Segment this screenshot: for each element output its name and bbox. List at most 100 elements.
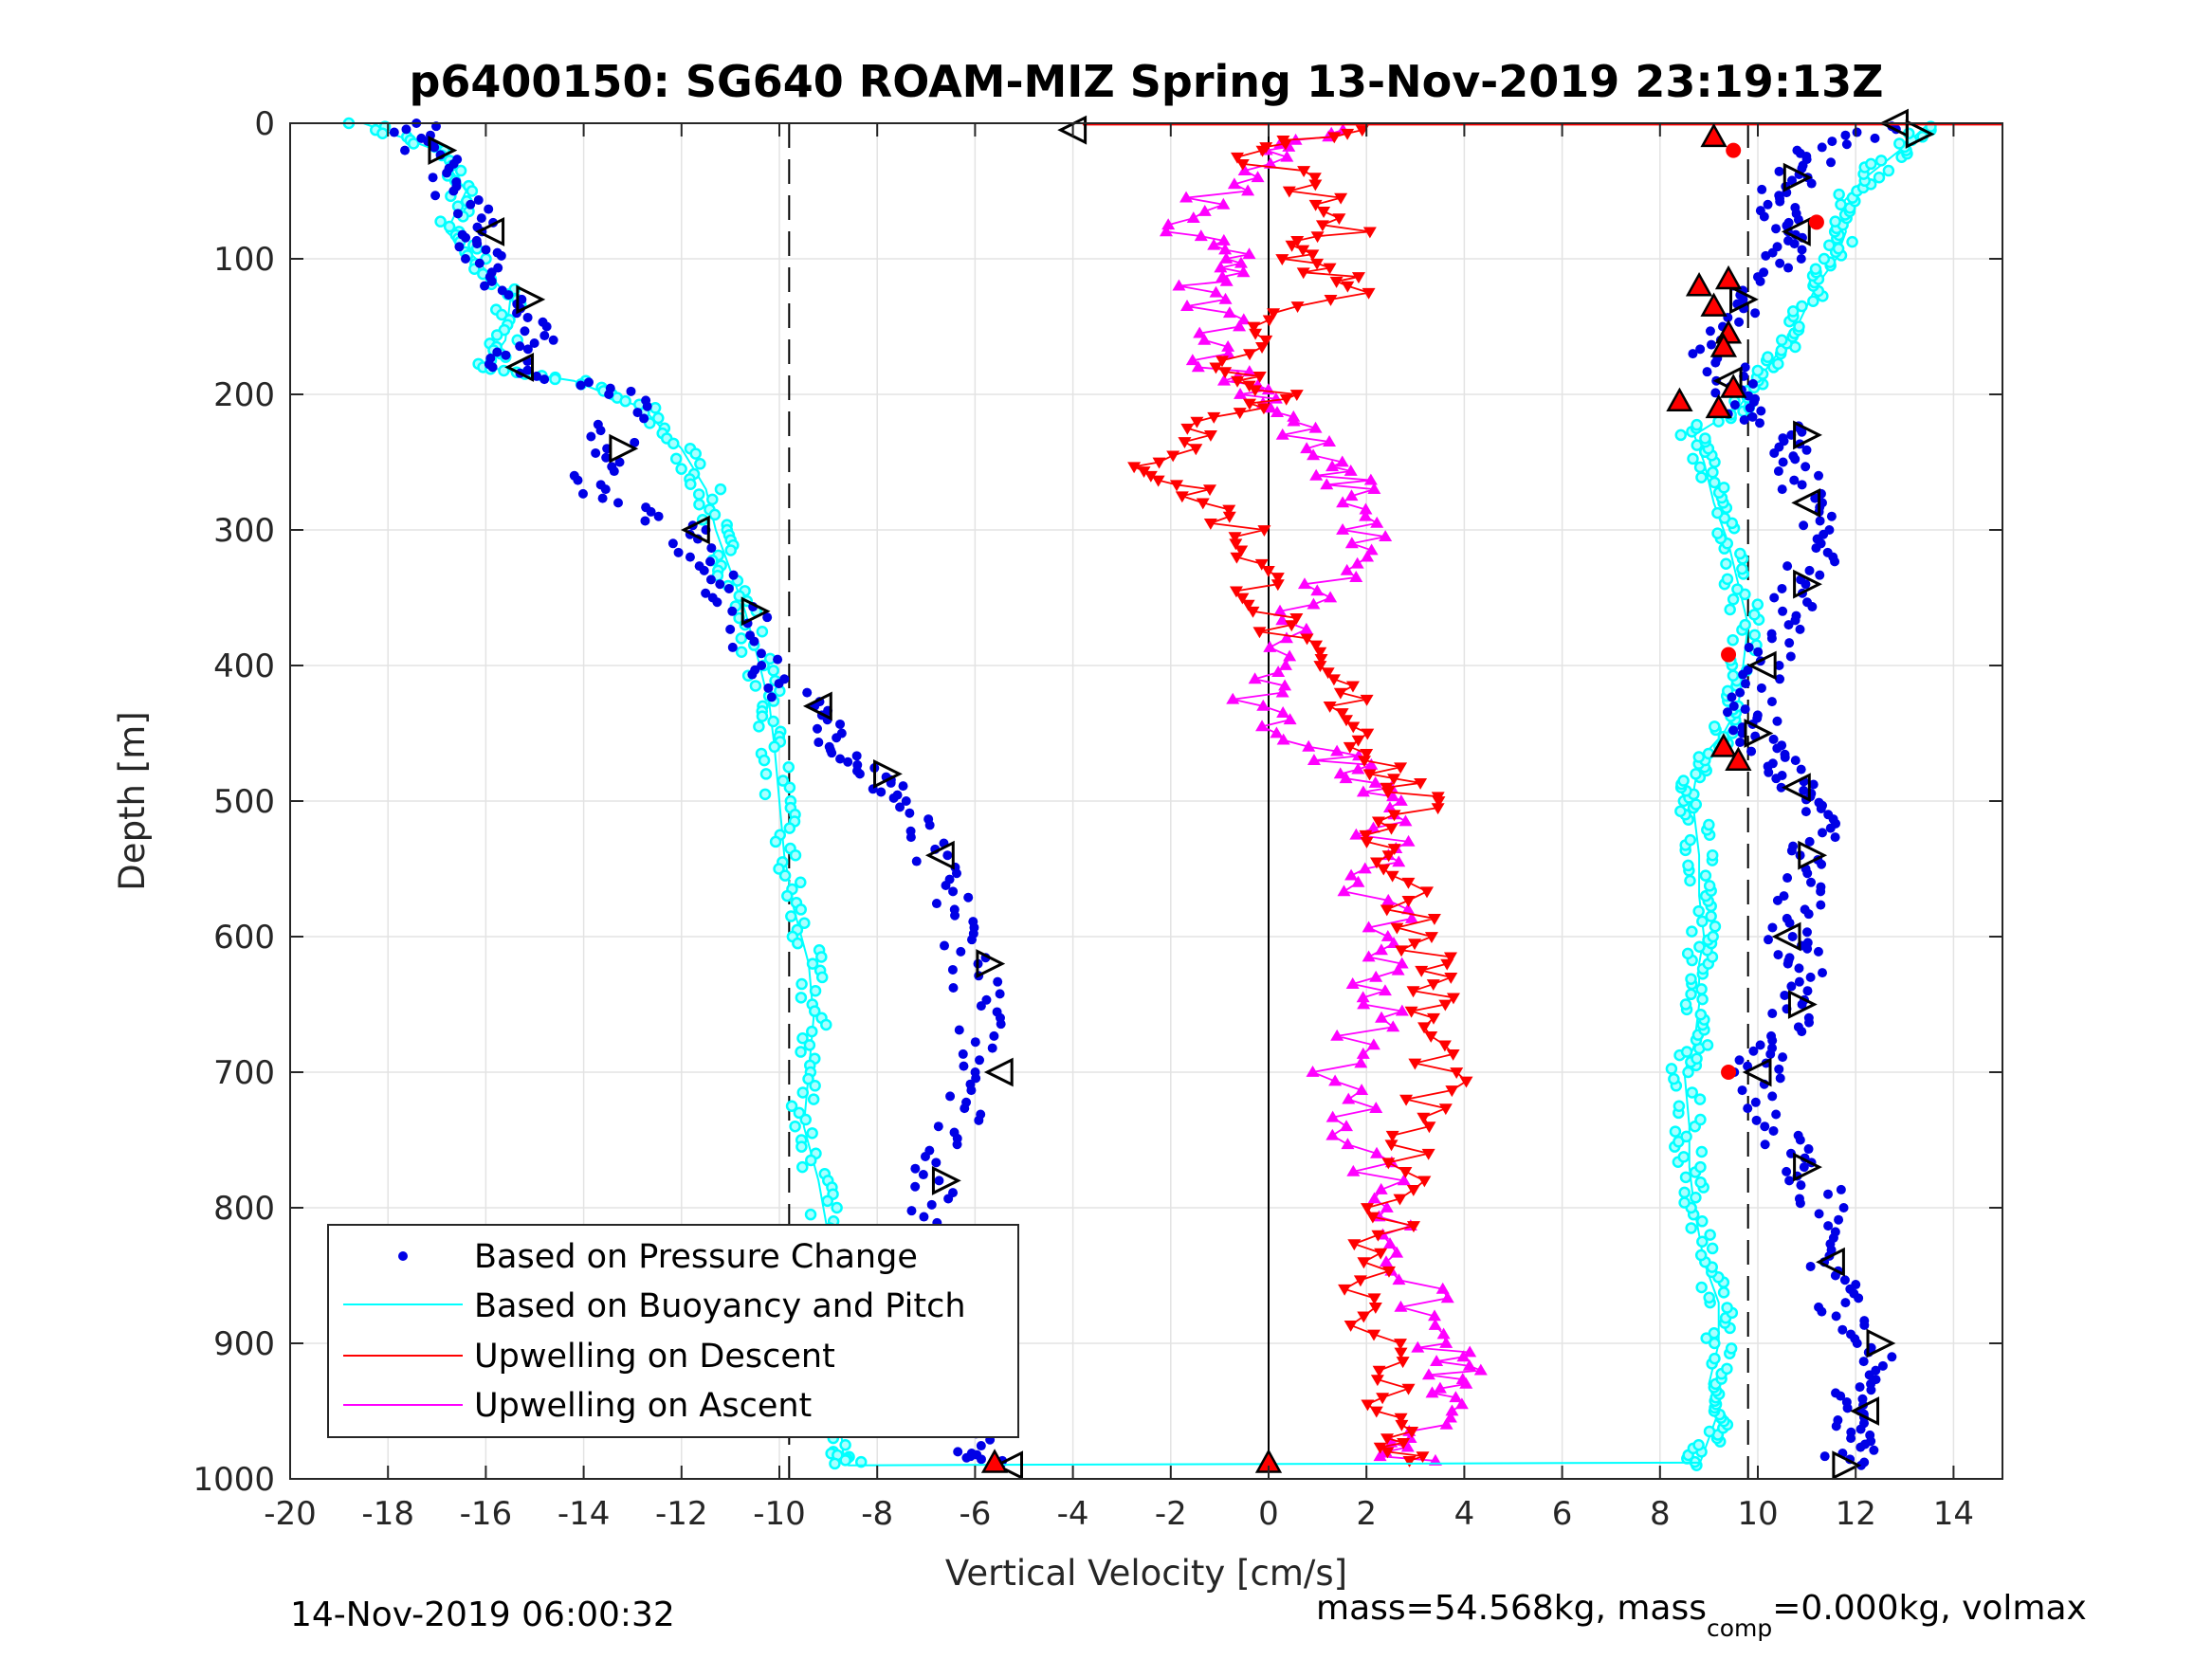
footer-mass-sub: comp	[1707, 1614, 1772, 1642]
upwelling-ascent-marker	[1299, 622, 1313, 634]
upwelling-ascent-marker	[1425, 1386, 1439, 1398]
buoyancy-point	[1668, 1072, 1680, 1085]
marker-layer	[428, 108, 1935, 1481]
buoyancy-point	[1677, 1151, 1691, 1163]
upwelling-ascent-marker	[1237, 164, 1252, 175]
pressure-point	[1695, 344, 1706, 355]
upwelling-descent-marker	[1367, 1329, 1381, 1341]
buoyancy-point	[689, 447, 702, 460]
upwelling-ascent-marker	[1227, 177, 1241, 190]
upwelling-ascent-marker	[1222, 306, 1236, 319]
pressure-point	[1790, 756, 1801, 766]
pressure-point	[1816, 900, 1826, 910]
upwelling-descent-marker	[1422, 1121, 1436, 1134]
buoyancy-point	[1873, 171, 1886, 184]
upwelling-ascent-marker	[1236, 313, 1251, 325]
upwelling-descent-marker	[1229, 538, 1243, 551]
pressure-point	[1804, 836, 1815, 847]
upwelling-descent-marker	[1310, 258, 1325, 270]
pressure-point	[1778, 1052, 1788, 1063]
upwelling-descent-marker	[1196, 498, 1210, 510]
pressure-point	[940, 940, 950, 951]
pressure-point	[452, 209, 463, 219]
pressure-point	[1751, 1115, 1762, 1125]
pressure-point	[486, 276, 497, 286]
upwelling-ascent-marker	[1251, 171, 1265, 183]
pressure-point	[725, 624, 736, 634]
pressure-point	[1778, 606, 1788, 616]
upwelling-ascent-marker	[1193, 326, 1207, 338]
pressure-point	[774, 679, 784, 689]
pressure-point	[1826, 511, 1837, 521]
upwelling-ascent-marker	[1324, 591, 1338, 603]
pressure-point	[747, 669, 758, 680]
upwelling-ascent-marker	[1456, 1350, 1471, 1362]
pressure-point	[933, 1121, 943, 1132]
upwelling-ascent-marker	[1271, 406, 1285, 417]
pressure-point	[1805, 972, 1816, 982]
upwelling-descent-marker	[1215, 356, 1229, 368]
buoyancy-point	[434, 215, 447, 228]
buoyancy-point	[839, 1439, 851, 1451]
pressure-point	[854, 769, 865, 779]
red-triangle-marker	[1709, 733, 1738, 757]
buoyancy-point	[1718, 482, 1730, 494]
pressure-point	[1780, 990, 1790, 1000]
upwelling-ascent-marker	[1411, 1340, 1425, 1353]
pressure-point	[1822, 547, 1833, 557]
x-tick-label: 14	[1933, 1495, 1974, 1533]
upwelling-ascent-marker	[1307, 754, 1321, 765]
pressure-point	[1702, 367, 1712, 377]
y-tick-label: 400	[213, 647, 275, 685]
upwelling-descent-marker	[1421, 1148, 1435, 1160]
pressure-point	[1785, 651, 1796, 662]
x-tick-label: 2	[1356, 1495, 1377, 1533]
pressure-point	[1846, 1329, 1856, 1340]
pressure-point	[1744, 391, 1754, 401]
upwelling-descent-marker	[1262, 315, 1276, 327]
pressure-point	[1786, 175, 1797, 186]
pressure-point	[876, 787, 887, 797]
upwelling-descent-marker	[1351, 272, 1365, 284]
pressure-point	[1796, 254, 1806, 264]
pressure-point	[646, 506, 656, 517]
upwelling-descent-marker	[1387, 810, 1401, 822]
upwelling-ascent-marker	[1242, 365, 1256, 377]
upwelling-ascent-marker	[1209, 285, 1223, 298]
upwelling-ascent-marker	[1336, 523, 1350, 535]
open-triangle-marker	[1793, 569, 1822, 599]
buoyancy-point	[815, 951, 828, 963]
upwelling-ascent-marker	[1297, 577, 1311, 590]
upwelling-ascent-marker	[1339, 772, 1353, 784]
upwelling-descent-marker	[1241, 599, 1255, 611]
upwelling-ascent-marker	[1323, 435, 1337, 447]
buoyancy-point	[1706, 848, 1719, 862]
upwelling-descent-marker	[1275, 254, 1289, 265]
upwelling-descent-marker	[1335, 708, 1349, 720]
buoyancy-point	[1709, 476, 1721, 489]
pressure-point	[1814, 1302, 1824, 1312]
upwelling-descent-marker	[1357, 1257, 1371, 1269]
pressure-point	[1775, 674, 1785, 684]
buoyancy-point	[1681, 947, 1694, 960]
pressure-point	[1801, 445, 1812, 455]
buoyancy-point	[1807, 295, 1819, 307]
pressure-point	[1789, 475, 1800, 485]
x-ticks: -20 -18 -16 -14 -12 -10 -8 -6 -4 -2 0 2 4 6 8 10 12 14	[264, 123, 1974, 1533]
red-dot-marker	[1721, 1065, 1737, 1080]
upwelling-ascent-marker	[1283, 713, 1297, 725]
pressure-point	[1774, 1064, 1784, 1074]
buoyancy-point	[1686, 1086, 1698, 1099]
upwelling-descent-marker	[1252, 627, 1267, 639]
upwelling-descent-marker	[1289, 390, 1304, 401]
open-triangle-marker	[1729, 284, 1759, 315]
upwelling-descent-marker	[1351, 735, 1365, 747]
buoyancy-point	[806, 957, 819, 970]
upwelling-descent-marker	[1297, 166, 1311, 178]
pressure-point	[1734, 1055, 1745, 1066]
upwelling-descent-marker	[1326, 674, 1341, 686]
pressure-point	[520, 326, 530, 337]
x-tick-label: 0	[1258, 1495, 1279, 1533]
buoyancy-point	[792, 937, 804, 950]
pressure-point	[577, 488, 588, 499]
